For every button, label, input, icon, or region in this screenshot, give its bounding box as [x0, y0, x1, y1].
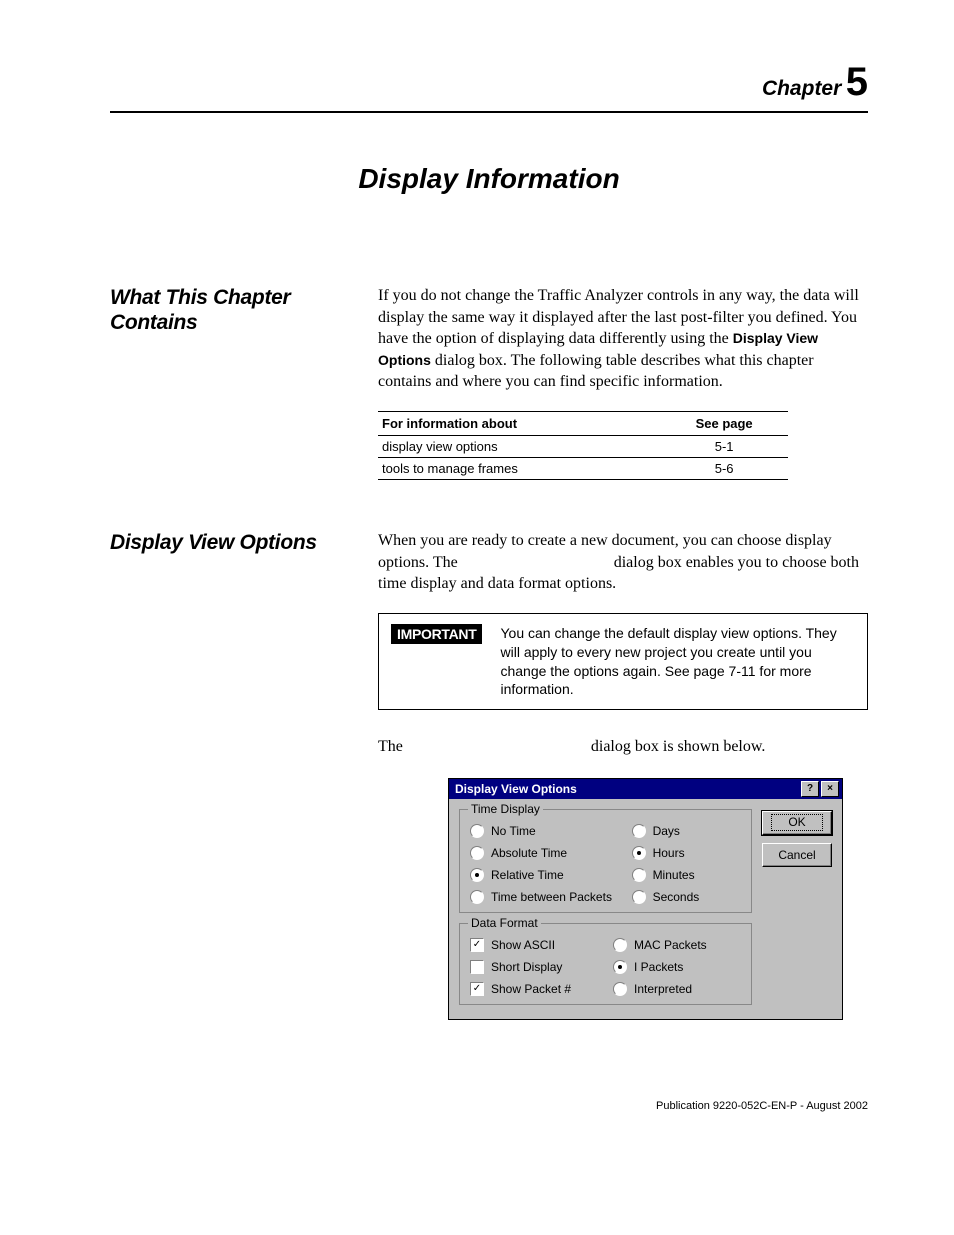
time-display-group: Time Display No Time Days Absolute Time … [459, 809, 752, 913]
important-callout: IMPORTANT You can change the default dis… [378, 613, 868, 711]
radio-label: I Packets [634, 960, 683, 974]
section1-heading: What This Chapter Contains [110, 285, 366, 335]
radio-interpreted[interactable]: Interpreted [613, 982, 743, 996]
table-row: display view options 5-1 [378, 435, 788, 457]
chapter-word: Chapter [762, 77, 841, 100]
checkbox-show-ascii[interactable]: ✓Show ASCII [470, 938, 613, 952]
dialog-screenshot: Display View Options ? × Time Display No… [448, 778, 843, 1020]
section2-para1: When you are ready to create a new docum… [378, 530, 868, 595]
radio-label: MAC Packets [634, 938, 707, 952]
radio-i-packets[interactable]: I Packets [613, 960, 743, 974]
radio-days[interactable]: Days [632, 824, 743, 838]
chapter-header: Chapter 5 [110, 60, 868, 105]
ok-button-label: OK [771, 814, 822, 831]
section1-para-post: dialog box. The following table describe… [378, 352, 814, 391]
data-format-legend: Data Format [468, 916, 541, 930]
radio-minutes[interactable]: Minutes [632, 868, 743, 882]
section-display-view-options: Display View Options When you are ready … [110, 530, 868, 1020]
section-what-this-chapter-contains: What This Chapter Contains If you do not… [110, 285, 868, 480]
data-format-group: Data Format ✓Show ASCII MAC Packets Shor… [459, 923, 752, 1005]
help-icon[interactable]: ? [801, 781, 819, 797]
header-rule [110, 111, 868, 113]
radio-hours[interactable]: Hours [632, 846, 743, 860]
chapter-number: 5 [846, 60, 868, 104]
time-display-legend: Time Display [468, 802, 543, 816]
table-header-info: For information about [378, 411, 660, 435]
table-header-page: See page [660, 411, 788, 435]
radio-time-between-packets[interactable]: Time between Packets [470, 890, 632, 904]
table-cell: display view options [378, 435, 660, 457]
table-cell: 5-1 [660, 435, 788, 457]
dialog-title: Display View Options [455, 782, 577, 796]
radio-relative-time[interactable]: Relative Time [470, 868, 632, 882]
table-cell: tools to manage frames [378, 457, 660, 479]
chapter-contents-table: For information about See page display v… [378, 411, 788, 480]
radio-seconds[interactable]: Seconds [632, 890, 743, 904]
radio-label: Days [653, 824, 680, 838]
page-title: Display Information [110, 163, 868, 195]
radio-label: Hours [653, 846, 685, 860]
radio-label: Absolute Time [491, 846, 567, 860]
checkbox-label: Short Display [491, 960, 562, 974]
radio-label: Relative Time [491, 868, 564, 882]
section2-heading: Display View Options [110, 530, 366, 555]
dialog-titlebar: Display View Options ? × [449, 779, 842, 799]
radio-mac-packets[interactable]: MAC Packets [613, 938, 743, 952]
checkbox-short-display[interactable]: Short Display [470, 960, 613, 974]
table-cell: 5-6 [660, 457, 788, 479]
cancel-button[interactable]: Cancel [762, 843, 832, 867]
radio-label: Minutes [653, 868, 695, 882]
radio-label: Time between Packets [491, 890, 612, 904]
ok-button[interactable]: OK [762, 811, 832, 835]
checkbox-show-packet-num[interactable]: ✓Show Packet # [470, 982, 613, 996]
radio-label: Interpreted [634, 982, 692, 996]
table-row: tools to manage frames 5-6 [378, 457, 788, 479]
radio-absolute-time[interactable]: Absolute Time [470, 846, 632, 860]
close-icon[interactable]: × [821, 781, 839, 797]
checkbox-label: Show ASCII [491, 938, 555, 952]
radio-label: Seconds [653, 890, 700, 904]
publication-footer: Publication 9220-052C-EN-P - August 2002 [110, 1100, 868, 1112]
radio-no-time[interactable]: No Time [470, 824, 632, 838]
display-view-options-dialog: Display View Options ? × Time Display No… [448, 778, 843, 1020]
section1-paragraph: If you do not change the Traffic Analyze… [378, 285, 868, 393]
radio-label: No Time [491, 824, 536, 838]
page: Chapter 5 Display Information What This … [0, 0, 954, 1152]
important-text: You can change the default display view … [500, 624, 855, 700]
section2-para2: The dialog box is shown below. [378, 736, 868, 758]
important-label: IMPORTANT [391, 624, 482, 644]
checkbox-label: Show Packet # [491, 982, 571, 996]
